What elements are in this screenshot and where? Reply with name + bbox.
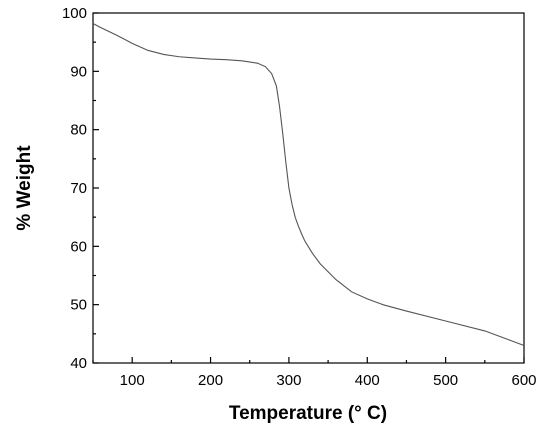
- x-axis-title: Temperature (° C): [229, 403, 387, 424]
- x-tick-label: 200: [198, 372, 223, 389]
- x-tick-label: 300: [276, 372, 301, 389]
- y-tick-label: 90: [70, 63, 87, 80]
- x-tick-label: 100: [120, 372, 145, 389]
- y-tick-label: 40: [70, 355, 87, 372]
- y-tick-label: 60: [70, 238, 87, 255]
- y-tick-label: 100: [62, 5, 87, 22]
- y-axis-ticks: 40 50 60 70 80 90 100: [62, 5, 99, 372]
- plot-frame: [92, 12, 525, 364]
- y-axis-title: % Weight: [14, 145, 35, 231]
- x-axis-ticks: 100 200 300 400 500 600: [92, 357, 537, 389]
- x-tick-label: 400: [355, 372, 380, 389]
- x-tick-label: 500: [433, 372, 458, 389]
- y-tick-label: 80: [70, 122, 87, 139]
- y-tick-label: 50: [70, 297, 87, 314]
- weight-loss-curve: [92, 23, 525, 347]
- y-tick-label: 70: [70, 180, 87, 197]
- x-tick-label: 600: [511, 372, 536, 389]
